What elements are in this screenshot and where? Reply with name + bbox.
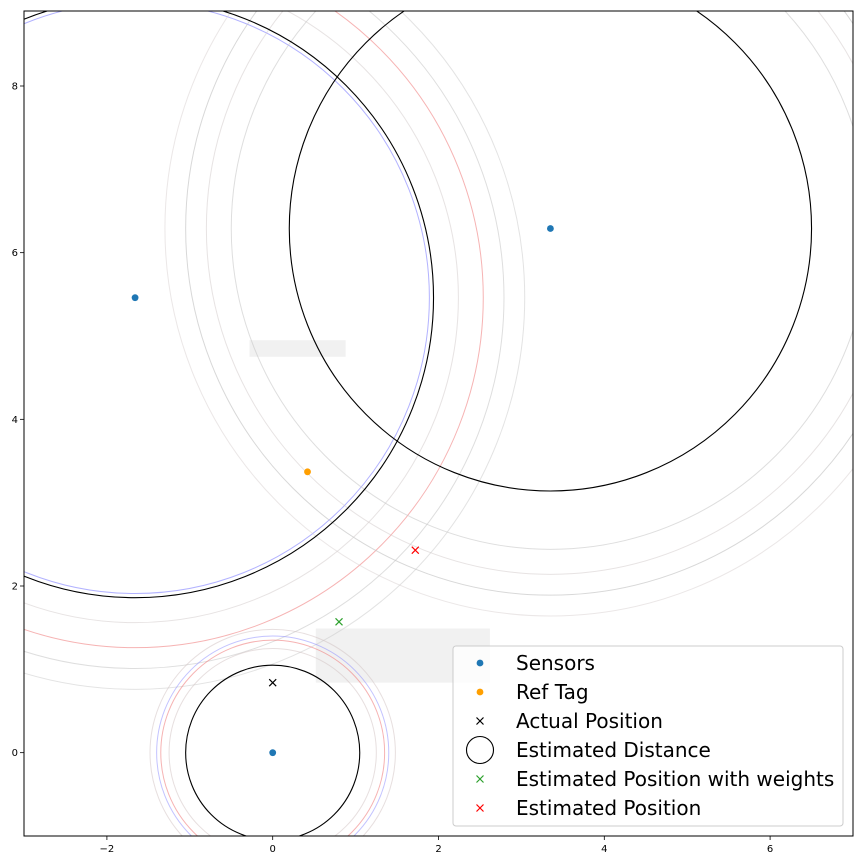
legend-label: Sensors xyxy=(516,651,595,675)
y-tick-label: 2 xyxy=(12,582,18,593)
faint-distance-circle xyxy=(149,628,396,836)
legend-label: Ref Tag xyxy=(516,680,589,704)
shaded-region xyxy=(249,340,346,357)
x-tick-label: 4 xyxy=(601,844,607,855)
y-tick-label: 4 xyxy=(12,415,18,426)
faint-distance-circle xyxy=(24,11,484,649)
y-tick-label: 6 xyxy=(12,248,18,259)
shaded-regions xyxy=(249,340,490,683)
legend-handle xyxy=(476,659,484,667)
legend-entry: Actual Position xyxy=(476,709,663,733)
faint-distance-circle xyxy=(160,639,386,836)
data-point xyxy=(335,617,343,626)
faint-distance-circle xyxy=(185,11,853,596)
faint-distance-circle xyxy=(24,11,459,624)
data-point xyxy=(268,678,277,687)
x-tick-label: −2 xyxy=(100,844,115,855)
data-markers xyxy=(131,225,554,757)
faint-distance-circle xyxy=(24,11,430,594)
legend-box xyxy=(452,645,844,827)
x-tick-label: 6 xyxy=(767,844,773,855)
legend-handle xyxy=(476,804,484,812)
legend-entry: Ref Tag xyxy=(476,680,589,704)
legend-label: Estimated Distance xyxy=(516,738,711,762)
y-tick-label: 0 xyxy=(12,748,18,759)
legend: Sensors Ref Tag Actual Position Estimated D… xyxy=(452,645,844,827)
data-point xyxy=(304,468,311,476)
legend-handle xyxy=(476,688,484,696)
faint-distance-circle xyxy=(156,635,390,836)
data-point xyxy=(269,749,277,757)
estimated-distance-circle xyxy=(288,11,813,492)
y-axis: 0 2 4 6 8 xyxy=(12,82,24,759)
legend-handle xyxy=(476,717,484,725)
estimated-distance-circle xyxy=(185,664,361,836)
x-axis: −2 0 2 4 6 xyxy=(100,836,773,855)
legend-entry: Estimated Position xyxy=(476,796,701,820)
legend-handle xyxy=(476,775,484,783)
faint-distance-circle xyxy=(205,11,853,575)
legend-label: Actual Position xyxy=(516,709,663,733)
faint-distance-circle xyxy=(24,11,505,669)
legend-handle xyxy=(465,735,495,765)
legend-label: Estimated Position xyxy=(516,796,701,820)
data-point xyxy=(547,225,554,232)
legend-entry: Estimated Distance xyxy=(465,735,711,765)
faint-distance-circle xyxy=(164,11,853,617)
legend-entry: Estimated Position with weights xyxy=(476,767,834,791)
estimated-distance-circle xyxy=(24,11,434,599)
x-tick-label: 2 xyxy=(435,844,441,855)
faint-distance-circle xyxy=(168,648,377,836)
data-point xyxy=(131,294,139,302)
faint-distance-circle xyxy=(24,11,526,690)
faint-distance-circle xyxy=(230,11,853,550)
legend-entry: Sensors xyxy=(476,651,595,675)
legend-label: Estimated Position with weights xyxy=(516,767,834,791)
estimated-distance-circles xyxy=(24,11,813,836)
y-tick-label: 8 xyxy=(12,82,18,93)
x-tick-label: 0 xyxy=(270,844,276,855)
data-point xyxy=(411,546,420,555)
